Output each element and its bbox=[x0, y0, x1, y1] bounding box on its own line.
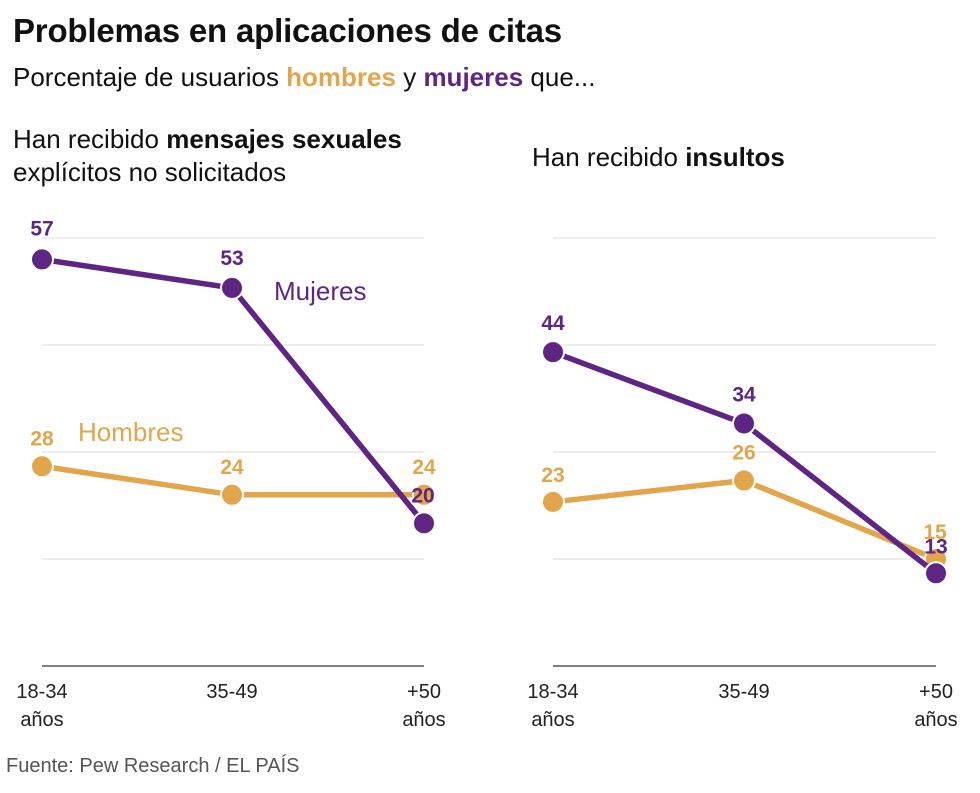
panel-1-title-bold: mensajes sexuales bbox=[166, 124, 402, 154]
data-label-men-2-2: 26 bbox=[732, 442, 755, 465]
x-tick-label-1-2: 35-49 bbox=[206, 681, 257, 703]
x-tick-label-2-3-line2: años bbox=[914, 709, 957, 731]
source-note: Fuente: Pew Research / EL PAÍS bbox=[6, 755, 300, 777]
x-tick-label-1-3: +50 bbox=[407, 681, 441, 703]
x-tick-label-1-1: 18-34 bbox=[16, 681, 67, 703]
panel-1-title: Han recibido mensajes sexuales explícito… bbox=[13, 123, 402, 189]
x-tick-label-1-3-line2: años bbox=[402, 709, 445, 731]
panel-2-title: Han recibido insultos bbox=[532, 141, 785, 174]
subtitle-men: hombres bbox=[286, 62, 396, 92]
data-label-men-2-1: 23 bbox=[541, 464, 564, 487]
series-name-label-women-1: Mujeres bbox=[274, 276, 366, 306]
data-label-men-2-3: 15 bbox=[923, 521, 947, 544]
chart-subtitle: Porcentaje de usuarios hombres y mujeres… bbox=[13, 62, 595, 93]
data-point-women-2-2 bbox=[732, 411, 756, 436]
data-point-women-1-3 bbox=[412, 511, 436, 536]
x-tick-label-2-3: +50 bbox=[919, 681, 953, 703]
data-label-women-1-2: 53 bbox=[220, 247, 243, 270]
data-point-men-2-2 bbox=[732, 468, 756, 493]
data-label-men-1-2: 24 bbox=[220, 456, 244, 479]
data-label-women-2-2: 34 bbox=[732, 383, 756, 406]
data-label-women-1-1: 57 bbox=[30, 217, 53, 240]
data-point-men-2-1 bbox=[541, 489, 565, 514]
data-label-women-2-3: 13 bbox=[924, 535, 947, 558]
data-label-men-1-3: 24 bbox=[412, 456, 436, 479]
subtitle-women: mujeres bbox=[423, 62, 524, 92]
data-label-women-2-1: 44 bbox=[541, 312, 565, 335]
subtitle-middle: y bbox=[395, 62, 424, 92]
panel-1-title-line2: explícitos no solicitados bbox=[13, 157, 287, 187]
data-point-women-2-1 bbox=[541, 340, 565, 365]
data-point-men-1-2 bbox=[220, 482, 244, 507]
x-tick-label-1-1-line2: años bbox=[20, 709, 63, 731]
subtitle-prefix: Porcentaje de usuarios bbox=[13, 62, 287, 92]
panel-2-title-prefix: Han recibido bbox=[532, 142, 686, 172]
x-tick-label-2-1: 18-34 bbox=[527, 681, 578, 703]
subtitle-suffix: que... bbox=[523, 62, 596, 92]
chart-title: Problemas en aplicaciones de citas bbox=[13, 12, 562, 49]
data-point-women-1-1 bbox=[30, 247, 54, 272]
data-point-women-1-2 bbox=[220, 275, 244, 300]
data-point-men-1-1 bbox=[30, 454, 54, 479]
panel-2-title-bold: insultos bbox=[685, 142, 785, 172]
x-tick-label-2-2: 35-49 bbox=[718, 681, 769, 703]
data-point-men-1-3 bbox=[412, 482, 436, 507]
x-tick-label-2-1-line2: años bbox=[531, 709, 574, 731]
series-name-label-men-1: Hombres bbox=[78, 417, 183, 447]
data-point-women-2-3 bbox=[924, 561, 948, 586]
data-label-women-1-3: 20 bbox=[411, 484, 434, 507]
panel-1-title-prefix: Han recibido bbox=[13, 124, 167, 154]
data-label-men-1-1: 28 bbox=[30, 427, 54, 450]
